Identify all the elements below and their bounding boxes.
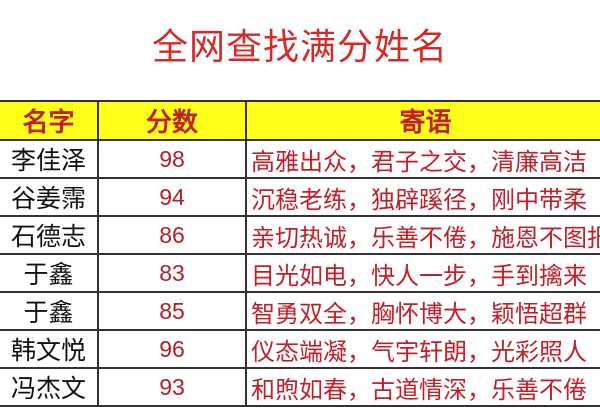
- table-row: 石德志 86 亲切热诚，乐善不倦，施恩不图报: [0, 215, 600, 255]
- name-cell: 冯杰文: [0, 367, 99, 407]
- header-name: 名字: [0, 100, 99, 141]
- name-cell: 韩文悦: [0, 329, 99, 369]
- table-row: 谷姜霈 94 沉稳老练，独辟蹊径，刚中带柔: [0, 177, 600, 217]
- name-cell: 于鑫: [0, 291, 99, 331]
- score-table: 名字 分数 寄语 李佳泽 98 高雅出众，君子之交，清廉高洁 谷姜霈 94 沉稳老练，独辟…: [0, 100, 600, 407]
- table-row: 于鑫 85 智勇双全，胸怀博大，颖悟超群: [0, 291, 600, 331]
- header-message: 寄语: [245, 100, 600, 141]
- table-row: 韩文悦 96 仪态端凝，气宇轩朗，光彩照人: [0, 329, 600, 369]
- name-cell: 于鑫: [0, 253, 99, 293]
- message-cell: 仪态端凝，气宇轩朗，光彩照人: [245, 329, 600, 369]
- message-cell: 和煦如春，古道情深，乐善不倦: [245, 367, 600, 407]
- table-row: 于鑫 83 目光如电，快人一步，手到擒来: [0, 253, 600, 293]
- header-score: 分数: [97, 100, 247, 141]
- score-cell: 93: [97, 367, 247, 407]
- message-cell: 亲切热诚，乐善不倦，施恩不图报: [245, 215, 600, 255]
- message-cell: 高雅出众，君子之交，清廉高洁: [245, 139, 600, 179]
- score-cell: 98: [97, 139, 247, 179]
- table-header-row: 名字 分数 寄语: [0, 100, 600, 141]
- message-cell: 目光如电，快人一步，手到擒来: [245, 253, 600, 293]
- name-cell: 谷姜霈: [0, 177, 99, 217]
- score-cell: 83: [97, 253, 247, 293]
- name-cell: 石德志: [0, 215, 99, 255]
- table-row: 李佳泽 98 高雅出众，君子之交，清廉高洁: [0, 139, 600, 179]
- score-cell: 85: [97, 291, 247, 331]
- score-cell: 96: [97, 329, 247, 369]
- message-cell: 智勇双全，胸怀博大，颖悟超群: [245, 291, 600, 331]
- page-title: 全网查找满分姓名: [151, 26, 448, 67]
- name-cell: 李佳泽: [0, 139, 99, 179]
- score-cell: 94: [97, 177, 247, 217]
- score-cell: 86: [97, 215, 247, 255]
- message-cell: 沉稳老练，独辟蹊径，刚中带柔: [245, 177, 600, 217]
- table-row: 冯杰文 93 和煦如春，古道情深，乐善不倦: [0, 367, 600, 407]
